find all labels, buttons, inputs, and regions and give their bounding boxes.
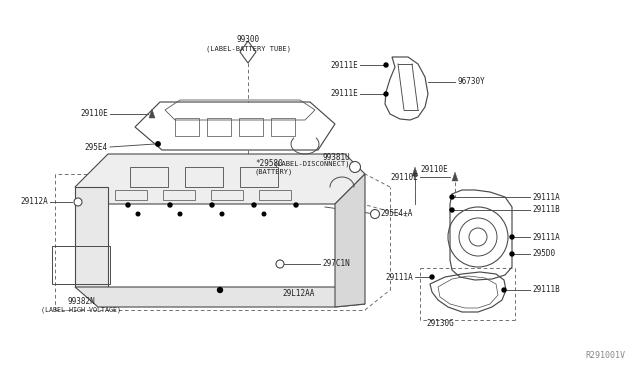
Text: 297C1N: 297C1N: [322, 260, 349, 269]
Circle shape: [178, 212, 182, 216]
Polygon shape: [452, 172, 458, 181]
Circle shape: [294, 203, 298, 207]
Circle shape: [371, 209, 380, 218]
Text: 99300: 99300: [236, 35, 260, 45]
Polygon shape: [75, 154, 365, 204]
Text: (LABEL-HIGH VOLTAGE): (LABEL-HIGH VOLTAGE): [41, 307, 121, 313]
Circle shape: [510, 235, 514, 239]
Text: 29111A: 29111A: [532, 232, 560, 241]
Circle shape: [349, 161, 360, 173]
Text: (LABEL-DISCONNECT): (LABEL-DISCONNECT): [273, 161, 350, 167]
Text: 29110E: 29110E: [80, 109, 108, 119]
Text: 29111B: 29111B: [532, 285, 560, 295]
Circle shape: [384, 92, 388, 96]
Text: (BATTERY): (BATTERY): [255, 169, 293, 175]
Text: 29112A: 29112A: [20, 198, 48, 206]
Circle shape: [262, 212, 266, 216]
Circle shape: [450, 195, 454, 199]
Text: 29L12AA: 29L12AA: [282, 289, 314, 298]
Text: 96730Y: 96730Y: [457, 77, 484, 87]
Text: R291001V: R291001V: [585, 351, 625, 360]
Text: 295D0: 295D0: [532, 250, 555, 259]
Text: 29130G: 29130G: [426, 320, 454, 328]
Circle shape: [136, 212, 140, 216]
Circle shape: [220, 212, 224, 216]
Polygon shape: [75, 187, 108, 287]
Circle shape: [210, 203, 214, 207]
Circle shape: [502, 288, 506, 292]
Polygon shape: [335, 174, 365, 307]
Text: 99381U: 99381U: [323, 153, 350, 161]
Circle shape: [384, 63, 388, 67]
Text: 29111A: 29111A: [385, 273, 413, 282]
Circle shape: [74, 198, 82, 206]
Text: 295E4+A: 295E4+A: [380, 209, 412, 218]
Circle shape: [430, 275, 434, 279]
Polygon shape: [75, 287, 365, 307]
Text: 29111B: 29111B: [532, 205, 560, 215]
Circle shape: [252, 203, 256, 207]
Text: 295E4: 295E4: [85, 142, 108, 151]
Circle shape: [510, 252, 514, 256]
Circle shape: [168, 203, 172, 207]
Text: 29111E: 29111E: [330, 61, 358, 70]
Circle shape: [156, 142, 160, 146]
Polygon shape: [149, 109, 155, 118]
Circle shape: [218, 288, 223, 292]
Text: 99382N: 99382N: [67, 298, 95, 307]
Text: 29111E: 29111E: [330, 90, 358, 99]
Bar: [52, 246, 110, 284]
Text: 29110E: 29110E: [420, 166, 448, 174]
Polygon shape: [412, 167, 418, 176]
Text: 29110E: 29110E: [390, 173, 418, 182]
Circle shape: [450, 208, 454, 212]
Text: 29111A: 29111A: [532, 192, 560, 202]
Text: *29580: *29580: [255, 160, 283, 169]
Circle shape: [126, 203, 130, 207]
Circle shape: [276, 260, 284, 268]
Text: (LABEL-BATTERY TUBE): (LABEL-BATTERY TUBE): [205, 46, 291, 52]
